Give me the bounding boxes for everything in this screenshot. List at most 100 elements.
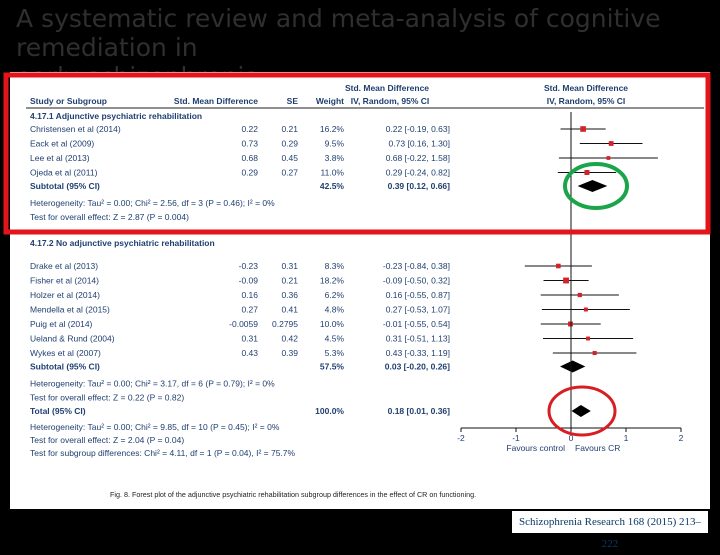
study-smd-4: -0.23 bbox=[239, 261, 259, 271]
point-marker-1 bbox=[608, 141, 614, 146]
overall-test-1: Test for overall effect: Z = 0.22 (P = 0… bbox=[30, 393, 184, 403]
study-smd-2: 0.68 bbox=[241, 153, 258, 163]
study-se-1: 0.29 bbox=[281, 139, 298, 149]
study-ci-7: 0.27 [-0.53, 1.07] bbox=[386, 305, 450, 315]
study-weight-5: 18.2% bbox=[320, 276, 345, 286]
subtotal-label-0: Subtotal (95% CI) bbox=[30, 181, 100, 191]
header-se: SE bbox=[287, 96, 299, 106]
study-se-4: 0.31 bbox=[281, 261, 298, 271]
study-se-3: 0.27 bbox=[281, 168, 298, 178]
study-name-4: Drake et al (2013) bbox=[30, 261, 98, 271]
study-smd-1: 0.73 bbox=[241, 139, 258, 149]
study-weight-9: 4.5% bbox=[325, 334, 345, 344]
point-marker-10 bbox=[592, 350, 597, 356]
x-tick-label-0: -2 bbox=[457, 433, 465, 443]
highlight-frame bbox=[3, 72, 711, 235]
study-smd-10: 0.43 bbox=[241, 348, 258, 358]
study-smd-0: 0.22 bbox=[241, 124, 258, 134]
point-marker-3 bbox=[584, 170, 590, 175]
study-name-0: Christensen et al (2014) bbox=[30, 124, 121, 134]
study-ci-10: 0.43 [-0.33, 1.19] bbox=[386, 348, 450, 358]
study-name-1: Eack et al (2009) bbox=[30, 139, 94, 149]
header-smd: Std. Mean Difference bbox=[174, 96, 258, 106]
study-ci-5: -0.09 [-0.50, 0.32] bbox=[383, 276, 450, 286]
slide: A systematic review and meta-analysis of… bbox=[3, 4, 711, 550]
study-name-6: Holzer et al (2014) bbox=[30, 290, 100, 300]
study-smd-3: 0.29 bbox=[241, 168, 258, 178]
study-weight-1: 9.5% bbox=[325, 139, 345, 149]
header-plot-bottom: IV, Random, 95% CI bbox=[547, 96, 626, 106]
study-name-2: Lee et al (2013) bbox=[30, 153, 90, 163]
heterogeneity-1: Heterogeneity: Tau² = 0.00; Chi² = 3.17,… bbox=[30, 379, 275, 389]
highlight-ellipse-total bbox=[547, 385, 617, 437]
study-name-8: Puig et al (2014) bbox=[30, 319, 93, 329]
axis-label-favours-cr: Favours CR bbox=[575, 443, 620, 453]
study-se-2: 0.45 bbox=[281, 153, 298, 163]
x-tick-label-2: 0 bbox=[569, 433, 574, 443]
subtotal-weight-0: 42.5% bbox=[320, 181, 345, 191]
x-tick-label-4: 2 bbox=[679, 433, 684, 443]
study-se-0: 0.21 bbox=[281, 124, 298, 134]
point-marker-9 bbox=[586, 336, 591, 341]
point-marker-7 bbox=[583, 307, 588, 312]
x-tick-label-1: -1 bbox=[512, 433, 520, 443]
total-diamond bbox=[571, 405, 591, 417]
study-ci-4: -0.23 [-0.84, 0.38] bbox=[383, 261, 450, 271]
header-study: Study or Subgroup bbox=[30, 96, 107, 106]
header-weight: Weight bbox=[316, 96, 344, 106]
study-smd-5: -0.09 bbox=[239, 276, 259, 286]
study-smd-6: 0.16 bbox=[241, 290, 258, 300]
subgroup-test: Test for subgroup differences: Chi² = 4.… bbox=[30, 448, 296, 458]
title-line-1: A systematic review and meta-analysis of… bbox=[16, 4, 661, 62]
figure-caption: Fig. 8. Forest plot of the adjunctive ps… bbox=[110, 490, 476, 499]
study-weight-2: 3.8% bbox=[325, 153, 345, 163]
study-smd-7: 0.27 bbox=[241, 305, 258, 315]
highlight-ellipse-subtotal bbox=[563, 162, 629, 210]
study-se-10: 0.39 bbox=[281, 348, 298, 358]
study-name-7: Mendella et al (2015) bbox=[30, 305, 110, 315]
study-ci-6: 0.16 [-0.55, 0.87] bbox=[386, 290, 450, 300]
subtotal-weight-1: 57.5% bbox=[320, 362, 345, 372]
study-ci-1: 0.73 [0.16, 1.30] bbox=[389, 139, 450, 149]
overall-test-0: Test for overall effect: Z = 2.87 (P = 0… bbox=[30, 212, 189, 222]
subgroup-label-1: 4.17.2 No adjunctive psychiatric rehabil… bbox=[30, 238, 215, 248]
subtotal-ci-0: 0.39 [0.12, 0.66] bbox=[388, 181, 451, 191]
figure-panel bbox=[10, 72, 710, 509]
total-ci: 0.18 [0.01, 0.36] bbox=[388, 406, 451, 416]
point-marker-6 bbox=[577, 292, 582, 298]
study-se-8: 0.2795 bbox=[272, 319, 298, 329]
study-ci-2: 0.68 [-0.22, 1.58] bbox=[386, 153, 450, 163]
point-marker-0 bbox=[580, 126, 586, 132]
study-weight-0: 16.2% bbox=[320, 124, 345, 134]
study-weight-4: 8.3% bbox=[325, 261, 345, 271]
study-se-7: 0.41 bbox=[281, 305, 298, 315]
header-effect-bottom: IV, Random, 95% CI bbox=[351, 96, 430, 106]
study-se-9: 0.42 bbox=[281, 334, 298, 344]
point-marker-2 bbox=[606, 156, 611, 160]
forest-plot: Std. Mean Difference Std. Mean Difference… bbox=[3, 72, 711, 509]
total-weight: 100.0% bbox=[315, 406, 344, 416]
study-name-5: Fisher et al (2014) bbox=[30, 276, 99, 286]
study-weight-10: 5.3% bbox=[325, 348, 345, 358]
subtotal-diamond-1 bbox=[560, 360, 586, 373]
study-se-6: 0.36 bbox=[281, 290, 298, 300]
study-ci-0: 0.22 [-0.19, 0.63] bbox=[386, 124, 450, 134]
study-weight-3: 11.0% bbox=[321, 168, 345, 178]
journal-source: Schizophrenia Research 168 (2015) 213–22… bbox=[512, 511, 708, 550]
point-marker-4 bbox=[556, 263, 561, 269]
x-tick-label-3: 1 bbox=[624, 433, 629, 443]
study-weight-6: 6.2% bbox=[325, 290, 345, 300]
study-weight-7: 4.8% bbox=[325, 305, 345, 315]
header-plot-top: Std. Mean Difference bbox=[544, 83, 628, 93]
total-label: Total (95% CI) bbox=[30, 406, 86, 416]
total-test: Test for overall effect: Z = 2.04 (P = 0… bbox=[30, 435, 184, 445]
axis-label-favours-control: Favours control bbox=[506, 443, 565, 453]
study-smd-8: -0.0059 bbox=[229, 319, 258, 329]
subtotal-ci-1: 0.03 [-0.20, 0.26] bbox=[385, 362, 450, 372]
study-ci-3: 0.29 [-0.24, 0.82] bbox=[386, 168, 450, 178]
study-name-10: Wykes et al (2007) bbox=[30, 348, 101, 358]
subtotal-label-1: Subtotal (95% CI) bbox=[30, 362, 100, 372]
study-name-9: Ueland & Rund (2004) bbox=[30, 334, 115, 344]
header-effect-top: Std. Mean Difference bbox=[345, 83, 429, 93]
point-marker-8 bbox=[568, 321, 573, 327]
